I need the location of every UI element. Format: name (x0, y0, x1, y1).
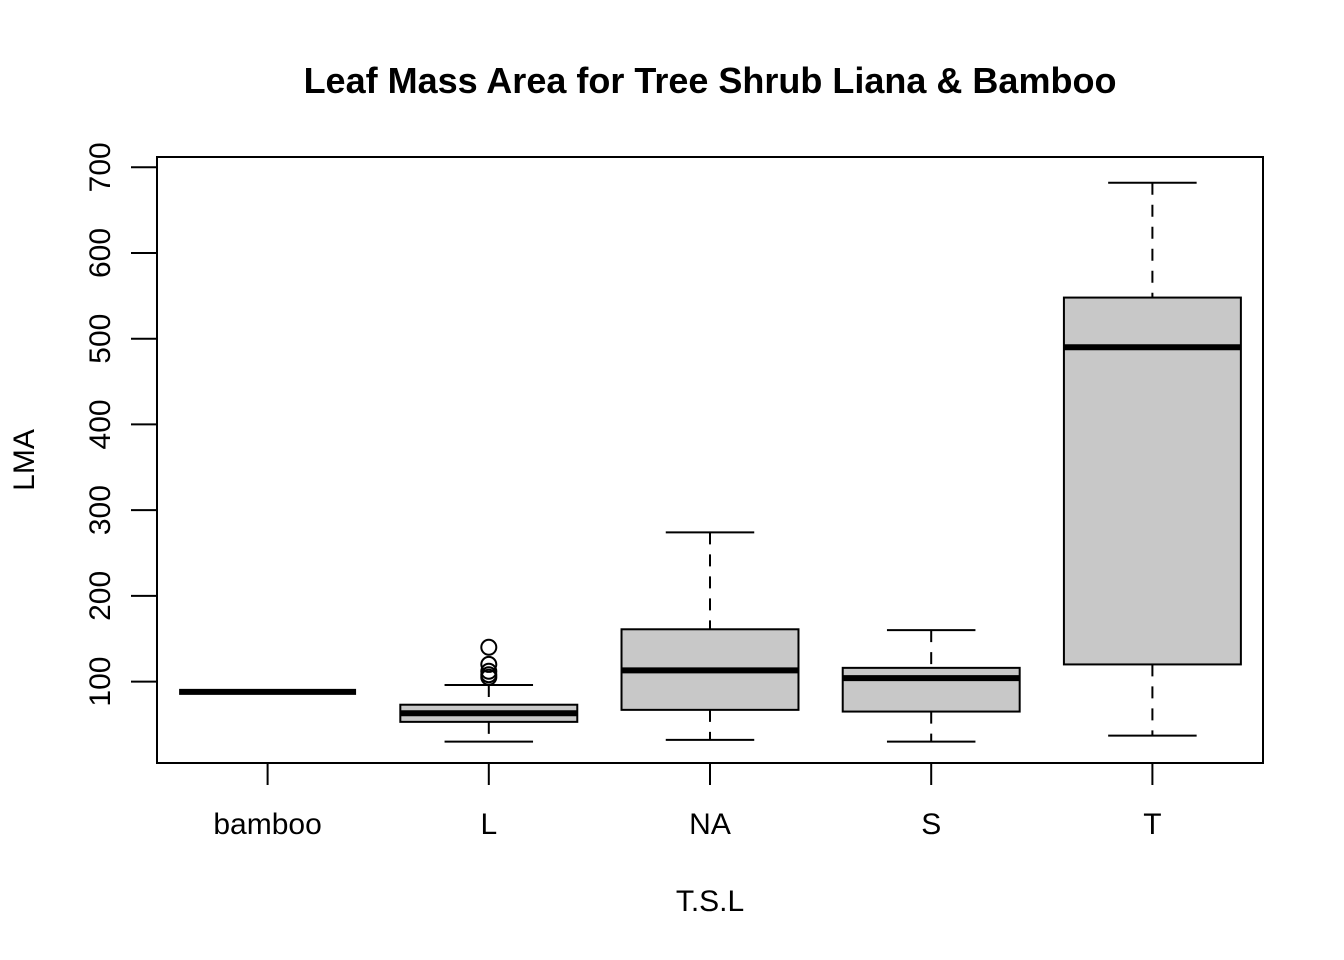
box-S (841, 629, 1021, 743)
outlier-point (480, 662, 498, 680)
y-tick-label: 500 (84, 314, 117, 364)
y-axis-label: LMA (8, 429, 41, 491)
y-axis: 100 200 300 400 500 600 700 (84, 142, 158, 707)
x-tick-label: S (921, 808, 941, 841)
x-axis-label: T.S.L (676, 885, 744, 918)
outlier-point (480, 638, 498, 656)
iqr-box (841, 666, 1021, 713)
y-tick-label: 400 (84, 399, 117, 449)
y-tick-label: 700 (84, 142, 117, 192)
box-NA (620, 531, 800, 741)
y-tick-label: 300 (84, 485, 117, 535)
y-tick-label: 600 (84, 228, 117, 278)
x-tick-label: L (480, 808, 497, 841)
iqr-box (1062, 296, 1242, 666)
chart-title: Leaf Mass Area for Tree Shrub Liana & Ba… (304, 60, 1117, 101)
x-tick-label: bamboo (213, 808, 321, 841)
y-tick-label: 200 (84, 571, 117, 621)
x-tick-label: NA (689, 808, 731, 841)
boxes (179, 181, 1242, 743)
x-axis: bamboo L NA S T (213, 763, 1162, 841)
x-tick-label: T (1143, 808, 1161, 841)
box-L (399, 638, 579, 743)
y-tick-label: 100 (84, 657, 117, 707)
outlier-point (480, 655, 498, 673)
box-T (1062, 181, 1242, 737)
